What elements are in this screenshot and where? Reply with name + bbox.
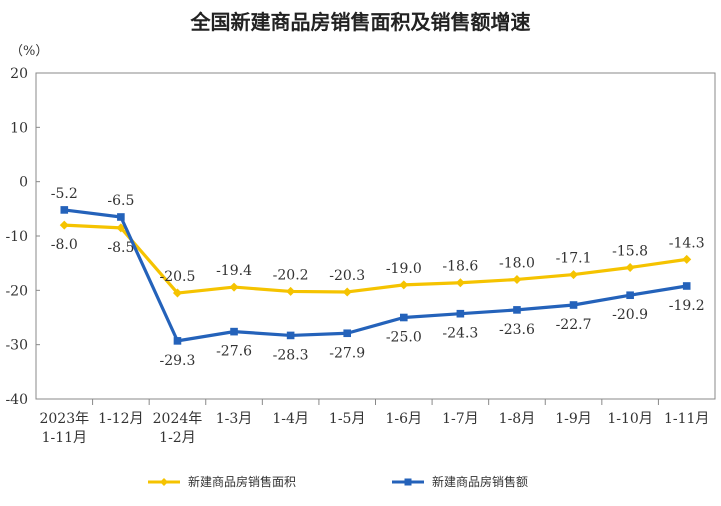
data-point <box>229 282 239 292</box>
data-point <box>513 306 521 314</box>
data-point <box>682 254 692 264</box>
x-tick-label: 1-7月 <box>442 411 479 427</box>
y-tick-label: -20 <box>5 283 28 299</box>
x-tick-label: 1-8月 <box>499 411 536 427</box>
data-point <box>342 287 352 297</box>
x-tick-label: 1-12月 <box>98 411 143 427</box>
data-point <box>343 329 352 338</box>
plot-frame <box>35 72 716 400</box>
data-label: -28.3 <box>273 347 309 363</box>
data-point <box>569 270 579 280</box>
y-tick-label: 20 <box>10 66 28 82</box>
data-point <box>455 278 465 288</box>
data-point <box>286 286 296 296</box>
data-label: -22.7 <box>556 317 592 333</box>
data-label: -19.0 <box>386 261 422 277</box>
x-tick-label: 1-10月 <box>607 411 652 427</box>
x-tick-label: 1-3月 <box>216 411 253 427</box>
data-point <box>456 309 465 318</box>
data-point <box>682 282 691 290</box>
legend-marker <box>404 478 412 486</box>
y-tick-label: -10 <box>5 229 28 245</box>
x-tick-label: 1-9月 <box>555 411 592 427</box>
data-point <box>60 206 69 214</box>
data-label: -23.6 <box>499 322 535 338</box>
data-label: -6.5 <box>107 193 134 209</box>
data-point <box>59 220 69 230</box>
x-tick-label: 1-6月 <box>386 411 423 427</box>
data-point <box>230 327 238 336</box>
data-point <box>117 213 125 221</box>
y-tick-label: -40 <box>5 392 28 408</box>
chart-title: 全国新建商品房销售面积及销售额增速 <box>190 10 531 34</box>
x-tick-label: 1-11月 <box>42 430 87 446</box>
data-label: -18.0 <box>499 255 535 271</box>
data-label: -25.0 <box>386 330 422 346</box>
data-label: -18.6 <box>442 259 478 275</box>
data-label: -29.3 <box>160 353 196 369</box>
data-point <box>286 331 295 340</box>
x-tick-label: 1-11月 <box>664 411 709 427</box>
data-label: -8.0 <box>51 237 78 253</box>
x-tick-label: 2023年 <box>39 411 89 427</box>
data-label: -20.3 <box>329 268 365 284</box>
legend-marker <box>160 478 168 486</box>
x-tick-label: 1-4月 <box>272 411 309 427</box>
data-point <box>512 274 522 284</box>
data-point <box>625 263 635 273</box>
legend-label: 新建商品房销售额 <box>432 474 528 489</box>
series-line-1 <box>64 208 687 343</box>
y-tick-label: 10 <box>10 120 28 136</box>
series-line-0 <box>64 223 687 295</box>
data-label: -19.4 <box>216 263 252 279</box>
y-tick-label: 0 <box>19 175 28 191</box>
data-label: -17.1 <box>556 251 592 267</box>
data-point <box>173 337 182 345</box>
data-label: -8.5 <box>107 240 134 256</box>
data-label: -20.5 <box>160 269 196 285</box>
data-point <box>399 280 409 290</box>
legend-label: 新建商品房销售面积 <box>188 474 296 489</box>
data-label: -20.2 <box>273 267 309 283</box>
data-point <box>569 301 578 309</box>
data-label: -20.9 <box>612 307 648 323</box>
data-point <box>626 291 634 300</box>
data-point <box>172 288 182 298</box>
x-tick-label: 1-2月 <box>159 430 196 446</box>
data-label: -27.6 <box>216 344 252 360</box>
x-tick-label: 2024年 <box>153 411 203 427</box>
data-label: -14.3 <box>669 235 705 251</box>
data-label: -15.8 <box>612 244 648 260</box>
y-unit-label: （%） <box>10 44 48 59</box>
y-tick-label: -30 <box>5 338 28 354</box>
data-label: -24.3 <box>442 326 478 342</box>
data-point <box>399 313 408 322</box>
data-label: -19.2 <box>669 298 705 314</box>
data-label: -27.9 <box>329 345 365 361</box>
data-label: -5.2 <box>51 186 78 202</box>
x-tick-label: 1-5月 <box>329 411 366 427</box>
